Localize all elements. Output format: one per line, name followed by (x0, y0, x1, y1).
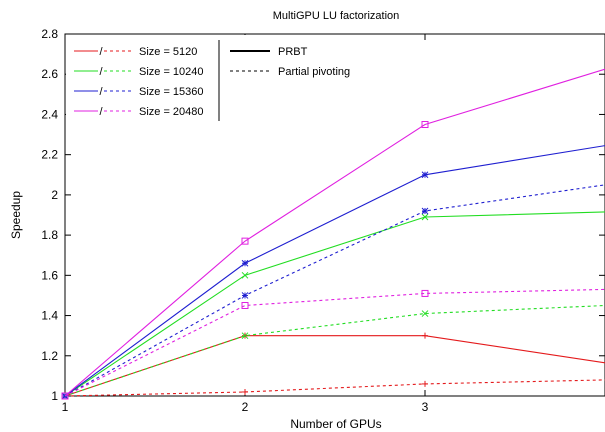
legend-size-10240-separator: / (99, 66, 103, 78)
legend-size-20480-label: Size = 20480 (139, 106, 204, 118)
legend-size-5120-separator: / (99, 46, 103, 58)
series-size-10240-partial-pivoting-point (421, 310, 429, 317)
series-size-20480-prbt-point (241, 237, 249, 245)
axis-ticks: 1 1.2 1.4 1.6 1.8 2 2.2 2.4 2.6 2.8 1 2 3 (41, 27, 605, 414)
legend-size-20480: / Size = 20480 (74, 106, 204, 118)
series-size-20480-partial-pivoting (61, 288, 605, 400)
series-size-15360-prbt-point (241, 259, 249, 267)
x-tick-label: 2 (242, 400, 249, 414)
y-tick-label: 2.6 (41, 67, 58, 81)
series-size-20480-partial-pivoting-line (64, 288, 605, 397)
series-size-5120-prbt (62, 332, 605, 399)
y-tick-label: 2 (51, 188, 58, 202)
series-size-5120-partial-pivoting-point (242, 388, 248, 395)
legend-size-20480-separator: / (99, 106, 103, 118)
series-size-15360-partial-pivoting-point (421, 207, 429, 215)
legend: / Size = 5120 / Size = 10240 / Size = 15360 / S… (66, 35, 370, 122)
series-size-10240-prbt (61, 211, 605, 400)
y-tick-label: 1.4 (41, 309, 58, 323)
y-tick-label: 1.2 (41, 349, 58, 363)
legend-partial-pivoting-label: Partial pivoting (278, 66, 350, 78)
legend-size-10240: / Size = 10240 (74, 66, 204, 78)
series-size-5120-prbt-line (64, 335, 605, 397)
y-tick-label: 1.6 (41, 268, 58, 282)
plot-area (64, 33, 605, 397)
legend-box (66, 35, 370, 122)
series-size-20480-partial-pivoting-point (61, 392, 69, 400)
series-size-15360-partial-pivoting-point (241, 292, 249, 299)
series-size-15360-prbt-line (64, 145, 605, 397)
series-size-10240-prbt-point (421, 213, 429, 221)
x-axis-title: Number of GPUs (290, 417, 381, 431)
legend-size-5120: / Size = 5120 (74, 46, 197, 58)
y-tick-label: 2.2 (41, 148, 58, 162)
series-size-10240-prbt-point (241, 271, 249, 279)
series-size-5120-partial-pivoting-line (64, 379, 605, 397)
y-axis-title: Speedup (9, 191, 23, 239)
y-tick-label: 2.4 (41, 107, 58, 121)
series-size-15360-prbt-point (421, 171, 429, 179)
legend-prbt-label: PRBT (278, 46, 308, 58)
series-size-5120-partial-pivoting-point (422, 380, 428, 387)
legend-size-15360: / Size = 15360 (74, 86, 204, 98)
series-size-5120-prbt-point (422, 332, 428, 339)
x-tick-label: 1 (62, 400, 69, 414)
series-size-15360-partial-pivoting (61, 184, 605, 400)
legend-size-15360-label: Size = 15360 (139, 86, 204, 98)
chart-title: MultiGPU LU factorization (273, 10, 400, 22)
legend-size-5120-label: Size = 5120 (139, 46, 197, 58)
series-size-10240-partial-pivoting (61, 304, 605, 400)
legend-prbt: PRBT (230, 46, 308, 58)
y-tick-label: 2.8 (41, 27, 58, 41)
legend-size-15360-separator: / (99, 86, 103, 98)
series-size-15360-partial-pivoting-line (64, 184, 605, 397)
series-size-20480-partial-pivoting-point (421, 289, 429, 297)
series-size-20480-prbt-line (64, 68, 605, 397)
y-tick-label: 1.8 (41, 228, 58, 242)
x-tick-label: 3 (422, 400, 429, 414)
series-size-10240-prbt-line (64, 211, 605, 397)
series-size-10240-partial-pivoting-point (241, 332, 249, 340)
series-size-20480-partial-pivoting-point (241, 302, 249, 309)
legend-partial-pivoting: Partial pivoting (230, 66, 350, 78)
legend-size-10240-label: Size = 10240 (139, 66, 204, 78)
y-tick-label: 1 (51, 389, 58, 403)
series-size-20480-prbt-point (421, 121, 429, 128)
series-layer (61, 68, 605, 400)
